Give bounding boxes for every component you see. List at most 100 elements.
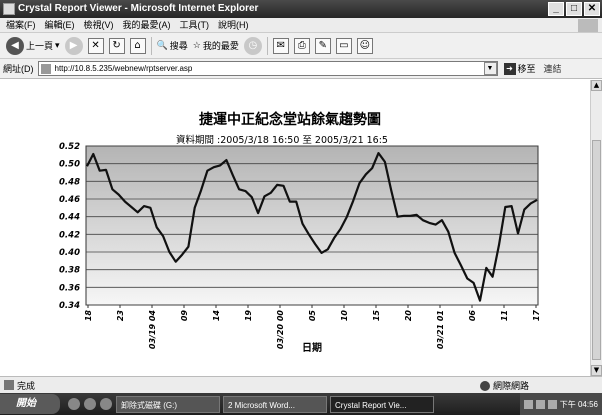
favorites-label: 我的最愛 bbox=[202, 41, 239, 51]
y-tick-label: 0.36 bbox=[59, 283, 80, 293]
x-tick-label: 03/20 00 bbox=[276, 310, 285, 350]
clock: 下午 04:56 bbox=[559, 399, 598, 409]
toolbar: ◀ 上一頁 ▾ ▶ ✕ ↻ ⌂ 🔍 搜尋 ☆ 我的最愛 ◷ ✉ ⎙ ✎ ▭ ☺ bbox=[0, 33, 602, 59]
edit-icon[interactable]: ✎ bbox=[314, 37, 331, 54]
scroll-up-icon[interactable]: ▲ bbox=[591, 80, 602, 91]
search-label: 搜尋 bbox=[169, 41, 188, 51]
go-arrow-icon: ➜ bbox=[503, 62, 516, 75]
x-tick-label: 23 bbox=[116, 310, 125, 322]
stop-icon[interactable]: ✕ bbox=[87, 37, 104, 54]
tray-icon[interactable] bbox=[535, 399, 545, 409]
mail-icon[interactable]: ✉ bbox=[272, 37, 289, 54]
forward-arrow-icon[interactable]: ▶ bbox=[64, 36, 83, 55]
quicklaunch-desktop-icon[interactable] bbox=[84, 398, 96, 410]
search-button[interactable]: 🔍 搜尋 bbox=[157, 39, 188, 52]
x-tick-label: 20 bbox=[404, 310, 413, 322]
history-icon[interactable]: ◷ bbox=[243, 36, 262, 55]
zone-label: 網際網路 bbox=[493, 381, 530, 391]
address-bar: 網址(D) http://10.8.5.235/webnew/rptserver… bbox=[0, 59, 602, 79]
x-tick-label: 14 bbox=[212, 310, 221, 322]
print-icon[interactable]: ⎙ bbox=[293, 37, 310, 54]
links-button[interactable]: 連結 bbox=[543, 64, 562, 74]
tray-icon[interactable] bbox=[547, 399, 557, 409]
x-tick-label: 03/21 01 bbox=[436, 310, 445, 349]
page-done-icon bbox=[4, 380, 14, 390]
y-tick-label: 0.42 bbox=[59, 230, 80, 240]
x-tick-label: 06 bbox=[468, 310, 477, 322]
ie-app-icon bbox=[3, 3, 15, 15]
y-axis-ticks: 0.52 0.50 0.48 0.46 0.44 0.42 0.40 0.38 0.36 0.34 bbox=[59, 142, 80, 311]
toolbar-separator bbox=[150, 36, 152, 55]
refresh-icon[interactable]: ↻ bbox=[108, 37, 125, 54]
menu-help[interactable]: 說明(H) bbox=[218, 20, 249, 30]
messenger-icon[interactable]: ☺ bbox=[356, 37, 373, 54]
address-input[interactable]: http://10.8.5.235/webnew/rptserver.asp ▼ bbox=[37, 61, 498, 76]
x-tick-label: 03/19 04 bbox=[148, 310, 157, 350]
address-label: 網址(D) bbox=[3, 64, 34, 74]
report-viewer: 捷運中正紀念堂站餘氣趨勢圖 資料期間 :2005/3/18 16:50 至 20… bbox=[0, 80, 590, 376]
home-icon[interactable]: ⌂ bbox=[129, 37, 146, 54]
status-text: 完成 bbox=[17, 380, 36, 391]
address-url: http://10.8.5.235/webnew/rptserver.asp bbox=[54, 64, 193, 73]
go-button[interactable]: ➜ 移至 bbox=[503, 62, 536, 75]
task-removable-disk[interactable]: 卸除式磁碟 (G:) bbox=[116, 395, 220, 413]
y-tick-label: 0.34 bbox=[59, 301, 80, 311]
status-bar: 完成 網際網路 bbox=[0, 376, 602, 393]
x-tick-label: 09 bbox=[180, 310, 189, 322]
x-tick-label: 18 bbox=[84, 310, 93, 322]
menu-bar: 檔案(F) 編輯(E) 檢視(V) 我的最愛(A) 工具(T) 說明(H) bbox=[0, 18, 602, 33]
discuss-icon[interactable]: ▭ bbox=[335, 37, 352, 54]
tray-icon[interactable] bbox=[523, 399, 533, 409]
go-label: 移至 bbox=[517, 64, 536, 74]
menu-file[interactable]: 檔案(F) bbox=[6, 20, 36, 30]
menu-edit[interactable]: 編輯(E) bbox=[44, 20, 75, 30]
favorites-button[interactable]: ☆ 我的最愛 bbox=[193, 39, 239, 52]
plot-area bbox=[85, 145, 539, 306]
close-button[interactable]: ✕ bbox=[584, 2, 600, 16]
x-axis-ticks: 18 23 03/19 04 09 14 19 03/20 00 05 10 15 20 03/21 … bbox=[84, 305, 541, 349]
back-button[interactable]: ◀ 上一頁 ▾ bbox=[6, 36, 60, 55]
taskbar: 開始 卸除式磁碟 (G:) 2 Microsoft Word... Crysta… bbox=[0, 393, 602, 415]
task-word[interactable]: 2 Microsoft Word... bbox=[223, 395, 327, 413]
start-button[interactable]: 開始 bbox=[0, 394, 60, 414]
address-dropdown-icon[interactable]: ▼ bbox=[483, 62, 497, 75]
scroll-down-icon[interactable]: ▼ bbox=[591, 365, 602, 376]
report-title: 捷運中正紀念堂站餘氣趨勢圖 bbox=[199, 111, 381, 128]
quicklaunch-media-icon[interactable] bbox=[100, 398, 112, 410]
report-subtitle: 資料期間 :2005/3/18 16:50 至 2005/3/21 16:5 bbox=[176, 134, 388, 146]
y-tick-label: 0.44 bbox=[59, 213, 80, 223]
x-tick-label: 11 bbox=[500, 310, 509, 321]
back-arrow-icon: ◀ bbox=[6, 36, 24, 55]
menu-favorites[interactable]: 我的最愛(A) bbox=[122, 20, 171, 30]
windows-logo-icon bbox=[578, 19, 598, 32]
window-titlebar: Crystal Report Viewer - Microsoft Intern… bbox=[0, 0, 602, 18]
window-title: Crystal Report Viewer - Microsoft Intern… bbox=[18, 3, 259, 14]
menu-tools[interactable]: 工具(T) bbox=[179, 20, 210, 30]
maximize-button[interactable]: □ bbox=[566, 2, 582, 16]
security-zone: 網際網路 bbox=[480, 379, 529, 392]
x-tick-label: 05 bbox=[308, 310, 317, 322]
search-icon: 🔍 bbox=[156, 40, 168, 50]
x-tick-label: 19 bbox=[244, 310, 253, 322]
dropdown-arrow-icon[interactable]: ▾ bbox=[55, 40, 60, 50]
x-tick-label: 15 bbox=[372, 310, 381, 322]
report-chart: 捷運中正紀念堂站餘氣趨勢圖 資料期間 :2005/3/18 16:50 至 20… bbox=[59, 111, 541, 354]
y-tick-label: 0.46 bbox=[59, 195, 80, 205]
menu-view[interactable]: 檢視(V) bbox=[83, 20, 114, 30]
y-tick-label: 0.38 bbox=[59, 266, 80, 276]
scroll-thumb[interactable] bbox=[592, 140, 601, 360]
task-crystal-report[interactable]: Crystal Report Vie... bbox=[330, 395, 434, 413]
y-tick-label: 0.50 bbox=[59, 160, 80, 170]
quicklaunch-ie-icon[interactable] bbox=[68, 398, 80, 410]
window-controls: _ □ ✕ bbox=[548, 2, 600, 16]
y-tick-label: 0.52 bbox=[59, 142, 80, 152]
x-tick-label: 10 bbox=[340, 310, 349, 322]
vertical-scrollbar[interactable]: ▲ ▼ bbox=[590, 80, 602, 376]
star-icon: ☆ bbox=[192, 40, 201, 50]
x-tick-label: 17 bbox=[532, 310, 541, 322]
globe-icon bbox=[480, 380, 490, 391]
toolbar-separator bbox=[266, 36, 268, 55]
minimize-button[interactable]: _ bbox=[548, 2, 564, 16]
series-line bbox=[86, 151, 538, 302]
back-label: 上一頁 bbox=[26, 41, 54, 51]
